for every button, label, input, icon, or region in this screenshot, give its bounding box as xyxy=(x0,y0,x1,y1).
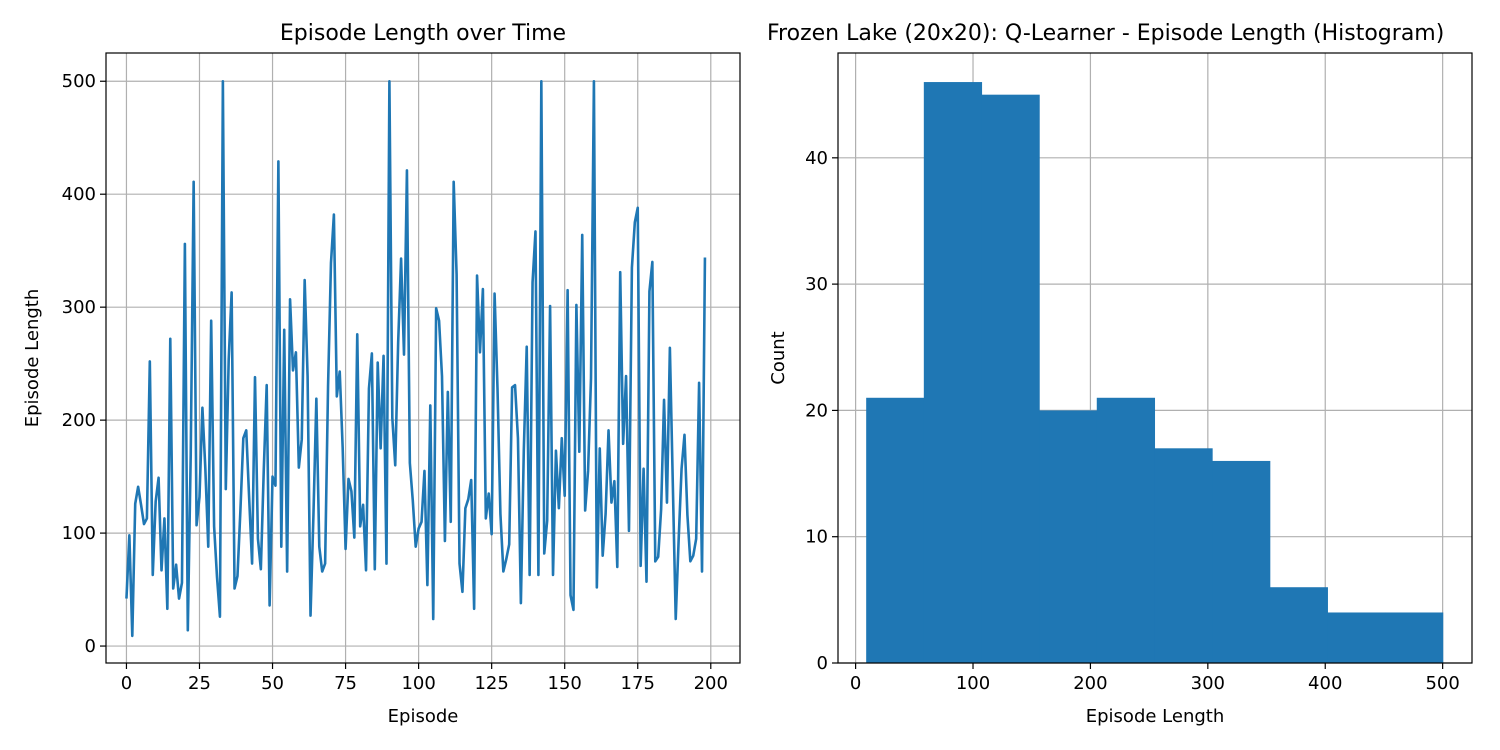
line-chart-ytick-label: 0 xyxy=(85,636,96,657)
histogram-frame xyxy=(837,52,1473,664)
line-chart-xtick-label: 175 xyxy=(621,673,655,694)
histogram-ytick-label: 0 xyxy=(817,653,828,674)
histogram-xtick-label: 300 xyxy=(1191,673,1225,694)
line-chart-title: Episode Length over Time xyxy=(280,21,566,46)
histogram-ytick-label: 10 xyxy=(805,527,828,548)
histogram-bar xyxy=(1039,410,1098,663)
histogram-xlabel: Episode Length xyxy=(1086,706,1225,727)
histogram-ytick-label: 40 xyxy=(805,148,828,169)
line-chart-ylabel: Episode Length xyxy=(22,289,43,428)
histogram-panel: 0 100 200 300 400 500 0 10 20 30 40 Frozen Lake (2… xyxy=(767,21,1473,727)
line-chart-xtick-label: 200 xyxy=(694,673,728,694)
line-chart-xtick-label: 50 xyxy=(261,673,284,694)
line-chart-xtick-label: 150 xyxy=(548,673,582,694)
histogram-bar xyxy=(866,397,925,663)
line-chart-frame xyxy=(105,52,741,664)
histogram-ytick-label: 20 xyxy=(805,400,828,421)
histogram-xtick-label: 500 xyxy=(1425,673,1459,694)
histogram-bar xyxy=(923,82,983,664)
episode-length-line xyxy=(125,79,707,638)
histogram-ticks: 0 100 200 300 400 500 0 10 20 30 40 xyxy=(805,148,1460,694)
line-chart-series xyxy=(125,79,707,638)
histogram-title: Frozen Lake (20x20): Q-Learner - Episode… xyxy=(767,21,1444,46)
histogram-xtick-label: 0 xyxy=(850,673,861,694)
histogram-bar xyxy=(1327,612,1386,663)
histogram-bar xyxy=(1154,448,1213,663)
line-chart-xtick-label: 100 xyxy=(401,673,435,694)
line-chart-ytick-label: 300 xyxy=(62,297,96,318)
histogram-bar xyxy=(1212,460,1271,663)
histogram-ylabel: Count xyxy=(768,331,789,384)
line-chart-ytick-label: 500 xyxy=(62,71,96,92)
histogram-bar xyxy=(981,94,1040,664)
histogram-bars xyxy=(866,82,1444,664)
histogram-bar xyxy=(1385,612,1444,663)
line-chart-panel: 0 25 50 75 100 125 150 175 200 0 100 200 300 400 500 E… xyxy=(22,21,741,727)
line-chart-xtick-label: 0 xyxy=(121,673,132,694)
line-chart-xtick-label: 125 xyxy=(474,673,508,694)
line-chart-ytick-label: 400 xyxy=(62,184,96,205)
histogram-xtick-label: 100 xyxy=(956,673,990,694)
histogram-ytick-label: 30 xyxy=(805,274,828,295)
histogram-bar xyxy=(1269,587,1328,663)
histogram-xtick-label: 400 xyxy=(1308,673,1342,694)
line-chart-grid xyxy=(106,53,740,663)
line-chart-xlabel: Episode xyxy=(388,706,459,727)
line-chart-ytick-label: 100 xyxy=(62,523,96,544)
line-chart-ytick-label: 200 xyxy=(62,410,96,431)
line-chart-ticks: 0 25 50 75 100 125 150 175 200 0 100 200 300 400 500 xyxy=(62,71,728,694)
histogram-xtick-label: 200 xyxy=(1073,673,1107,694)
histogram-bar xyxy=(1096,397,1156,663)
line-chart-xtick-label: 75 xyxy=(334,673,357,694)
line-chart-xtick-label: 25 xyxy=(188,673,211,694)
